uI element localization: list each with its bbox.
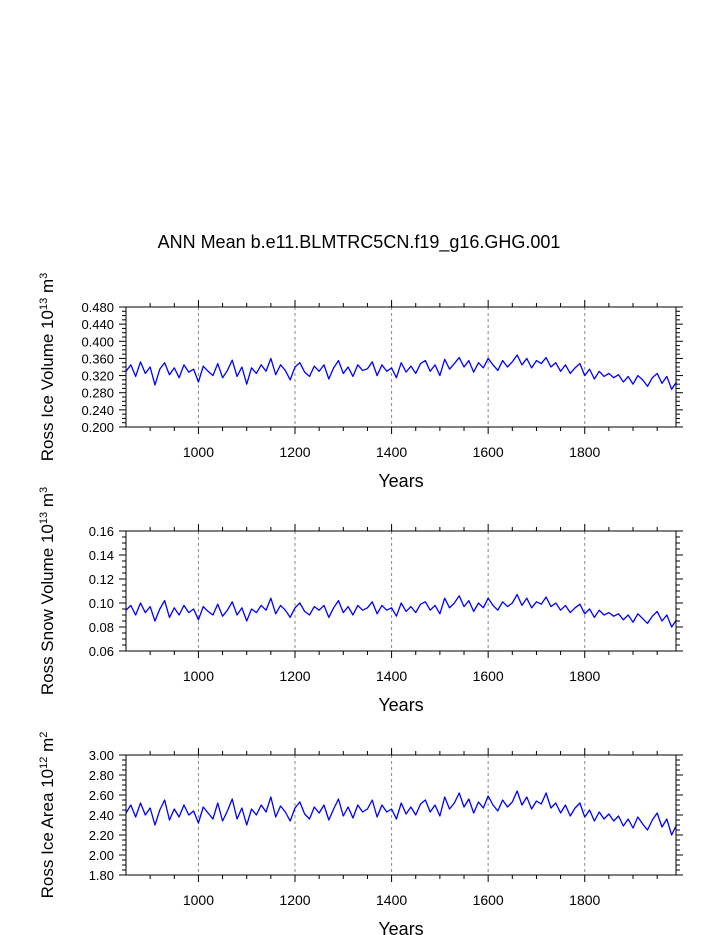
chart-title: ANN Mean b.e11.BLMTRC5CN.f19_g16.GHG.001: [158, 232, 561, 253]
y-axis-label: Ross Ice Volume 1013 m3: [38, 273, 57, 461]
y-axis-label-superscript: 13: [38, 512, 50, 524]
y-tick-label: 0.14: [89, 548, 114, 563]
x-axis-label: Years: [378, 471, 423, 491]
y-axis-label-superscript: 3: [38, 487, 50, 493]
y-tick-label: 2.00: [89, 848, 114, 863]
plot-frame: [125, 306, 677, 428]
y-tick-label: 1.80: [89, 868, 114, 883]
x-tick-label: 1600: [473, 668, 504, 684]
y-tick-label: 0.440: [81, 317, 114, 332]
x-tick-label: 1000: [183, 668, 214, 684]
y-tick-label: 0.12: [89, 572, 114, 587]
y-tick-label: 2.20: [89, 828, 114, 843]
y-axis-label-superscript: 13: [38, 298, 50, 310]
y-axis-label: Ross Snow Volume 1013 m3: [38, 487, 57, 695]
panels: 1000 1200 1400 1600 1800 0.200 0.240 0.280 0.320…: [38, 273, 683, 935]
y-axis-label: Ross Ice Area 1012 m2: [38, 732, 57, 899]
x-tick-label: 1400: [376, 444, 407, 460]
y-tick-label: 0.200: [81, 420, 114, 435]
data-series-line-1: [125, 790, 678, 836]
y-tick-label: 0.16: [89, 524, 114, 539]
x-tick-label: 1200: [279, 444, 310, 460]
y-tick-label: 0.08: [89, 620, 114, 635]
x-tick-label: 1800: [569, 444, 600, 460]
y-tick-label: 0.360: [81, 351, 114, 366]
x-tick-label: 1200: [279, 668, 310, 684]
y-tick-label: 0.400: [81, 334, 114, 349]
y-axis-label-superscript: 2: [38, 732, 50, 738]
data-series-line-1: [125, 593, 678, 628]
y-tick-label: 0.06: [89, 644, 114, 659]
y-axis-label-superscript: 12: [38, 757, 50, 769]
chart-panel-2: 1000 1200 1400 1600 1800 0.06 0.08 0.10 0.12 0.14…: [38, 487, 683, 715]
y-axis-label-text: Ross Snow Volume 10: [38, 524, 57, 695]
y-axis-label-text: Ross Ice Area 10: [38, 769, 57, 898]
y-axis-label-text: m: [38, 738, 57, 757]
x-tick-label: 1400: [376, 668, 407, 684]
x-tick-label: 1000: [183, 444, 214, 460]
y-tick-label: 0.240: [81, 403, 114, 418]
y-axis-label-text: m: [38, 493, 57, 512]
plot-frame: [125, 530, 677, 652]
x-tick-label: 1800: [569, 668, 600, 684]
x-axis-label: Years: [378, 695, 423, 715]
x-axis-label: Years: [378, 919, 423, 935]
data-series-line-1: [125, 354, 678, 390]
chart-panel-1: 1000 1200 1400 1600 1800 0.200 0.240 0.280 0.320…: [38, 273, 683, 491]
y-tick-label: 3.00: [89, 748, 114, 763]
y-tick-label: 0.10: [89, 596, 114, 611]
y-tick-label: 0.280: [81, 386, 114, 401]
y-axis-label-text: Ross Ice Volume 10: [38, 310, 57, 461]
y-axis-label-superscript: 3: [38, 273, 50, 279]
x-tick-label: 1600: [473, 892, 504, 908]
y-tick-label: 0.480: [81, 300, 114, 315]
y-axis-label-text: m: [38, 279, 57, 298]
x-tick-label: 1200: [279, 892, 310, 908]
y-tick-label: 2.60: [89, 788, 114, 803]
chart-panel-3: 1000 1200 1400 1600 1800 1.80 2.00 2.20 2.40 2.60…: [38, 732, 683, 935]
x-tick-label: 1400: [376, 892, 407, 908]
x-tick-label: 1600: [473, 444, 504, 460]
y-tick-label: 2.40: [89, 808, 114, 823]
y-tick-label: 2.80: [89, 768, 114, 783]
plot-frame: [125, 754, 677, 876]
y-tick-label: 0.320: [81, 369, 114, 384]
x-tick-label: 1000: [183, 892, 214, 908]
x-tick-label: 1800: [569, 892, 600, 908]
